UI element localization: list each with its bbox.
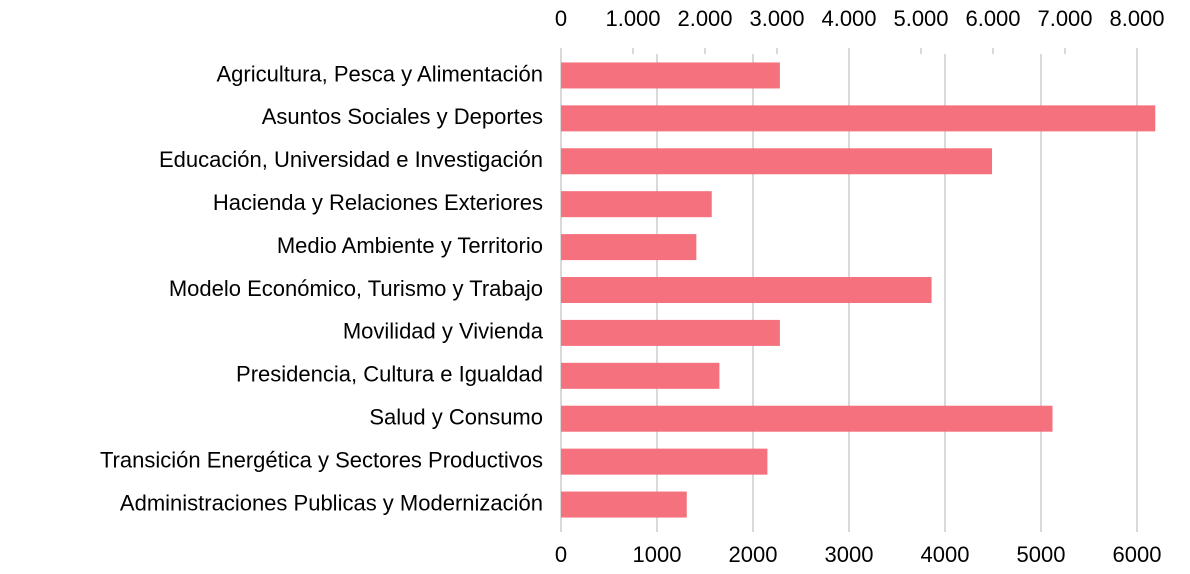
x-tick-label: 3000 [825,542,874,567]
y-tick-label: Educación, Universidad e Investigación [159,147,543,172]
bar [561,405,1053,432]
x-tick-label: 1000 [633,542,682,567]
bar [561,148,993,175]
bar [561,234,697,261]
bar [561,362,720,389]
bar [561,62,780,89]
bar [561,191,712,218]
x2-tick-label: 2.000 [677,6,732,31]
y-tick-label: Agricultura, Pesca y Alimentación [217,61,544,86]
bar [561,319,780,346]
y-tick-label: Medio Ambiente y Territorio [277,233,543,258]
x2-tick-label: 6.000 [965,6,1020,31]
bar [561,491,687,518]
x2-tick-label: 5.000 [893,6,948,31]
bar [561,105,1156,132]
bar [561,277,932,303]
x-tick-label: 4000 [921,542,970,567]
y-tick-label: Transición Energética y Sectores Product… [100,447,543,472]
x2-tick-label: 4.000 [821,6,876,31]
x-tick-label: 6000 [1113,542,1162,567]
y-tick-label: Administraciones Publicas y Modernizació… [120,490,543,515]
bar [561,448,768,475]
x2-tick-label: 3.000 [749,6,804,31]
x2-tick-label: 7.000 [1037,6,1092,31]
y-tick-label: Modelo Económico, Turismo y Trabajo [169,276,543,301]
y-tick-label: Movilidad y Vivienda [343,319,544,344]
y-tick-label: Asuntos Sociales y Deportes [262,104,543,129]
x2-tick-label: 1.000 [605,6,660,31]
x-tick-label: 2000 [729,542,778,567]
x2-tick-label: 0 [555,6,567,31]
y-tick-label: Presidencia, Cultura e Igualdad [236,362,543,387]
x-tick-label: 0 [555,542,567,567]
x-tick-label: 5000 [1017,542,1066,567]
y-tick-label: Hacienda y Relaciones Exteriores [213,190,543,215]
y-tick-label: Salud y Consumo [369,405,543,430]
x2-tick-label: 8.000 [1109,6,1164,31]
